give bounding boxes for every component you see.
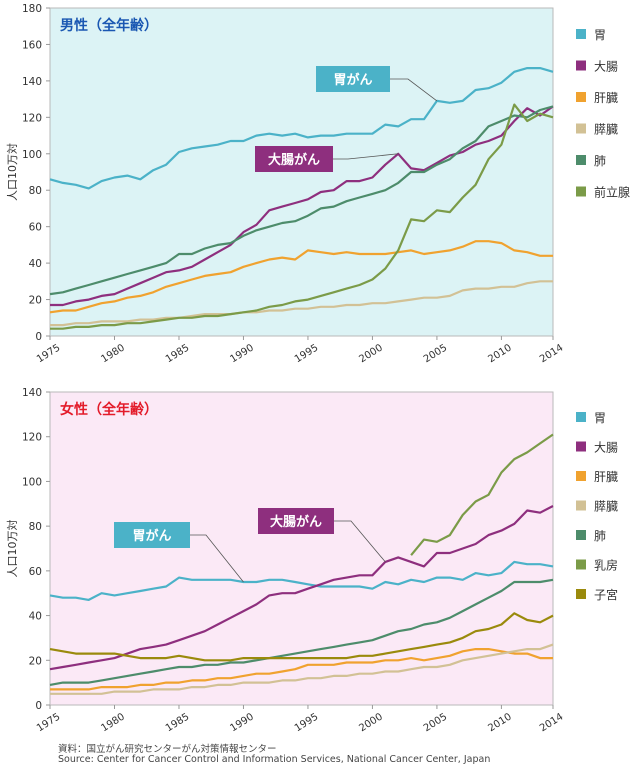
chart-title: 女性（全年齢） <box>60 401 158 418</box>
x-tick-label: 2010 <box>486 711 513 734</box>
legend-label: 胃 <box>594 28 606 42</box>
series-line <box>49 505 554 671</box>
legend-swatch <box>576 530 586 540</box>
callout-label: 胃がん <box>333 72 372 88</box>
x-tick-label: 1985 <box>164 711 191 734</box>
y-tick-label: 160 <box>22 39 42 51</box>
legend-swatch <box>576 500 586 511</box>
series-line <box>50 648 553 691</box>
callout-leader <box>190 534 244 583</box>
callout-box <box>255 146 333 172</box>
x-tick-label: 1995 <box>293 342 320 365</box>
callout-box <box>114 522 190 548</box>
y-tick-label: 20 <box>29 655 42 667</box>
series-line <box>49 66 554 190</box>
series-line <box>410 433 554 556</box>
y-tick-label: 140 <box>22 387 42 399</box>
source-note-english: Source: Center for Cancer Control and In… <box>58 754 491 765</box>
x-tick-label: 1990 <box>228 342 255 365</box>
x-tick-label: 1975 <box>35 711 62 734</box>
y-tick-label: 60 <box>29 222 42 234</box>
x-tick-label: 2005 <box>422 711 449 734</box>
series-line <box>49 105 554 296</box>
y-tick-label: 20 <box>29 295 42 307</box>
y-tick-label: 0 <box>35 700 42 712</box>
legend-swatch <box>576 441 586 452</box>
legend-label: 肝臓 <box>594 470 618 484</box>
y-tick-label: 80 <box>29 185 42 197</box>
legend-label: 乳房 <box>594 558 618 573</box>
series-line <box>49 612 554 662</box>
series-line <box>50 280 553 327</box>
legend-label: 膵臓 <box>594 123 618 137</box>
callout-box <box>258 508 334 534</box>
series-line <box>50 103 554 330</box>
series-line <box>50 105 554 307</box>
legend-label: 前立腺 <box>594 185 630 200</box>
x-tick-label: 1980 <box>99 711 126 734</box>
legend-label: 肝臓 <box>594 91 618 105</box>
x-tick-label: 2014 <box>538 342 565 365</box>
callout-label: 大腸がん <box>268 152 320 168</box>
x-tick-label: 1990 <box>228 711 255 734</box>
x-tick-label: 1995 <box>293 711 320 734</box>
y-tick-label: 100 <box>22 149 42 161</box>
source-note-japanese: 資料：国立がん研究センターがん対策情報センター <box>58 744 277 755</box>
series-line <box>49 240 553 314</box>
y-tick-label: 60 <box>29 566 42 578</box>
y-axis-label: 人口10万対 <box>5 520 19 578</box>
y-axis-label: 人口10万対 <box>5 143 19 201</box>
y-tick-label: 100 <box>22 476 42 488</box>
legend-swatch <box>576 29 586 39</box>
x-tick-label: 1985 <box>164 342 191 365</box>
legend-label: 大腸 <box>594 60 618 74</box>
series-line <box>49 578 554 686</box>
series-line <box>49 560 554 601</box>
chart-title: 男性（全年齢） <box>60 17 158 34</box>
x-tick-label: 2005 <box>422 342 449 365</box>
x-tick-label: 2010 <box>486 342 513 365</box>
legend-swatch <box>576 559 586 570</box>
legend-swatch <box>576 60 586 71</box>
legend-label: 肺 <box>594 529 606 543</box>
legend-label: 膵臓 <box>594 500 618 514</box>
legend-swatch <box>576 471 586 481</box>
y-tick-label: 40 <box>29 258 42 270</box>
callout-leader <box>334 520 386 563</box>
y-tick-label: 120 <box>22 432 42 444</box>
x-tick-label: 2014 <box>538 711 565 734</box>
legend-swatch <box>576 123 586 134</box>
legend-swatch <box>576 412 586 422</box>
y-tick-label: 120 <box>22 112 42 124</box>
y-tick-label: 140 <box>22 76 42 88</box>
series-line <box>50 643 554 695</box>
callout-leader <box>333 153 399 160</box>
y-tick-label: 0 <box>35 331 42 343</box>
x-tick-label: 2000 <box>357 342 384 365</box>
y-tick-label: 180 <box>22 3 42 15</box>
callout-leader <box>390 78 438 102</box>
x-tick-label: 1975 <box>35 342 62 365</box>
legend-label: 胃 <box>594 411 606 425</box>
legend-label: 子宮 <box>594 587 618 602</box>
male-incidence-chart: 0 20 40 60 80 100 120 140 160 180 1975 1980 1985 1990… <box>5 3 630 365</box>
x-tick-label: 2000 <box>357 711 384 734</box>
callout-label: 大腸がん <box>270 514 322 530</box>
legend-swatch <box>576 186 586 197</box>
legend-swatch <box>576 155 586 165</box>
legend-label: 肺 <box>594 154 606 168</box>
y-tick-label: 80 <box>29 521 42 533</box>
y-tick-label: 40 <box>29 611 42 623</box>
legend-swatch <box>576 92 586 102</box>
legend-swatch <box>576 589 586 599</box>
x-tick-label: 1980 <box>99 342 126 365</box>
female-incidence-chart: 0 20 40 60 80 100 120 140 1975 1980 1985 1990 1995 20… <box>5 387 618 734</box>
callout-box <box>316 66 390 92</box>
legend-label: 大腸 <box>594 441 618 455</box>
callout-label: 胃がん <box>132 528 171 544</box>
